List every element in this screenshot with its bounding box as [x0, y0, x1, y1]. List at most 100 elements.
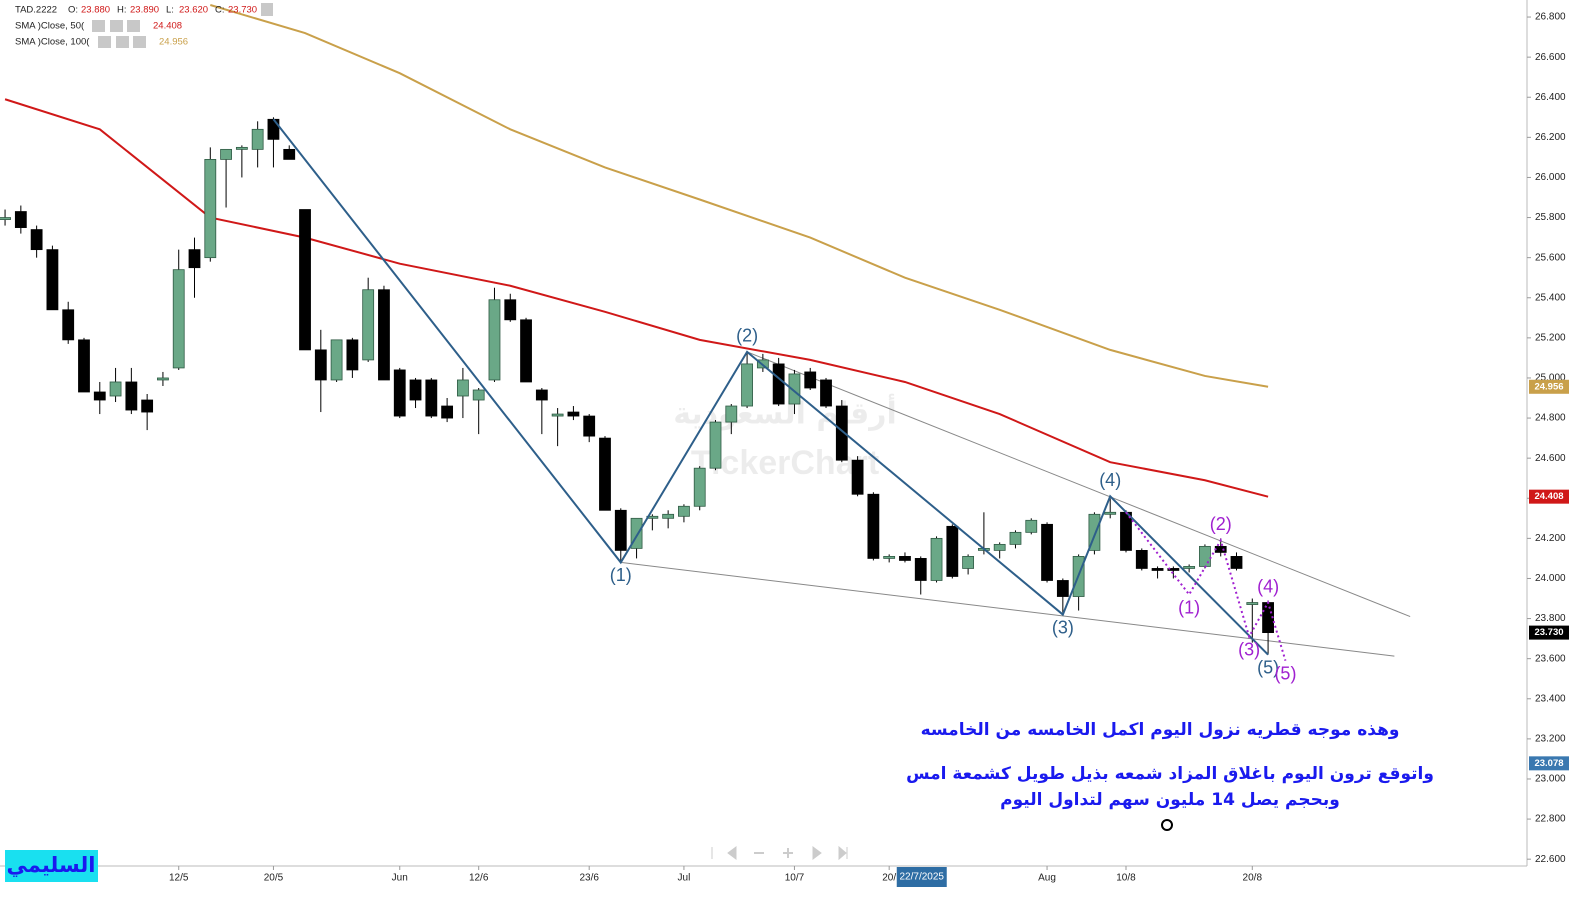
- candle-body: [220, 148, 232, 160]
- candle-body: [109, 381, 122, 397]
- nav-end[interactable]: [838, 845, 848, 861]
- candle-body: [346, 339, 359, 371]
- legend-icon: [92, 20, 105, 32]
- nav-right[interactable]: [812, 846, 822, 860]
- price-tag: [1529, 489, 1569, 504]
- candle-body: [662, 513, 675, 519]
- candle-body: [883, 556, 896, 559]
- candle-body: [504, 299, 517, 321]
- price-tag: [1529, 756, 1569, 771]
- legend-icon: [127, 20, 140, 32]
- y-tick-label: 24.000: [1535, 573, 1566, 584]
- wave-label: (4): [1099, 470, 1121, 490]
- nav-zoom-in[interactable]: [783, 848, 793, 858]
- y-tick-label: 23.200: [1535, 734, 1566, 745]
- candle-body: [535, 389, 548, 401]
- candle-body: [930, 537, 943, 581]
- candle-body: [835, 405, 848, 461]
- candle-body: [583, 415, 596, 437]
- candle-body: [614, 509, 627, 551]
- candle-body: [125, 381, 138, 411]
- note: وهذه موجه قطريه نزول اليوم اكمل الخامسه …: [921, 720, 1400, 740]
- candle-body: [1135, 549, 1148, 569]
- candle-body: [472, 389, 485, 401]
- legend-ohlc-value: 23.890: [130, 5, 159, 16]
- candle-body: [78, 339, 90, 393]
- candle-body: [204, 159, 217, 259]
- candle-body: [188, 249, 201, 269]
- wave-label: (3): [1052, 617, 1074, 637]
- candle-body: [962, 556, 975, 569]
- x-tick-label: 12/5: [169, 873, 189, 884]
- wave-label: (4): [1257, 576, 1279, 596]
- x-tick-label: Jun: [392, 873, 408, 884]
- candle-body: [741, 363, 753, 407]
- candle-body: [283, 148, 296, 160]
- y-tick-label: 25.600: [1535, 252, 1566, 263]
- wave-label: (3): [1238, 639, 1260, 659]
- candle-body: [804, 371, 817, 389]
- note: واتوقع ترون اليوم باغلاق المزاد شمعه بذي…: [906, 764, 1434, 784]
- candle-body: [1104, 511, 1117, 515]
- candle-body: [1230, 556, 1243, 569]
- legend-value: 24.408: [153, 21, 182, 32]
- x-tick-label: 10/8: [1116, 873, 1136, 884]
- legend-name: SMA )Close, 50(: [15, 21, 85, 32]
- candle-body: [630, 517, 643, 549]
- x-tick-label: 12/6: [469, 873, 489, 884]
- candle-body: [1088, 513, 1101, 551]
- x-highlight-box: [896, 867, 947, 887]
- x-tick-label: 20/5: [264, 873, 284, 884]
- trendline: [746, 351, 1411, 618]
- wave-label: (2): [736, 326, 758, 346]
- y-tick-label: 23.400: [1535, 693, 1566, 704]
- sma-line: [210, 4, 1269, 388]
- y-tick-label: 26.400: [1535, 92, 1566, 103]
- candle-body: [30, 229, 43, 251]
- candle-body: [851, 459, 864, 495]
- candle-body: [1009, 531, 1022, 545]
- y-tick-label: 26.800: [1535, 12, 1566, 23]
- author-box: [5, 850, 98, 882]
- candle-body: [441, 405, 454, 419]
- y-tick-label: 25.000: [1535, 373, 1566, 384]
- x-tick-label: 10/7: [785, 873, 805, 884]
- y-tick-label: 22.800: [1535, 814, 1566, 825]
- note: وبحجم يصل 14 مليون سهم لتداول اليوم: [1000, 790, 1340, 810]
- candle-body: [820, 379, 832, 407]
- candle-body: [551, 413, 564, 417]
- wave-label: (1): [610, 565, 632, 585]
- candle-body: [914, 558, 927, 581]
- y-tick-label: 24.200: [1535, 533, 1566, 544]
- nav-left[interactable]: [727, 846, 737, 860]
- wave-label: (2): [1210, 514, 1232, 534]
- candle-body: [567, 411, 580, 417]
- candle-body: [1214, 545, 1227, 553]
- candle-body: [235, 146, 248, 150]
- candle-body: [1183, 566, 1196, 569]
- wave-line: [272, 118, 1269, 656]
- candle-body: [1151, 568, 1164, 571]
- legend-value: 24.956: [159, 37, 188, 48]
- author: السليمي: [7, 853, 96, 877]
- legend-ohlc-value: 23.880: [81, 5, 110, 16]
- candle-body: [378, 289, 390, 381]
- y-tick-label: 25.400: [1535, 292, 1566, 303]
- legend-ohlc-key: H:: [117, 5, 127, 16]
- legend-icon: [110, 20, 123, 32]
- watermark: أرقام السعودية: [673, 394, 897, 432]
- legend-icon: [133, 36, 146, 48]
- candle-body: [93, 391, 106, 401]
- candle-body: [0, 217, 11, 220]
- legend-name: SMA )Close, 100(: [15, 37, 90, 48]
- legend-ohlc-key: O:: [68, 5, 78, 16]
- candle-body: [1167, 568, 1180, 571]
- candle-body: [46, 249, 59, 311]
- candle-body: [899, 556, 911, 561]
- wave-line: [1125, 511, 1287, 661]
- candle-body: [520, 319, 532, 383]
- wave-label: (5): [1274, 663, 1296, 683]
- price-tag-label: 23.078: [1534, 758, 1563, 769]
- candle-body: [14, 211, 27, 228]
